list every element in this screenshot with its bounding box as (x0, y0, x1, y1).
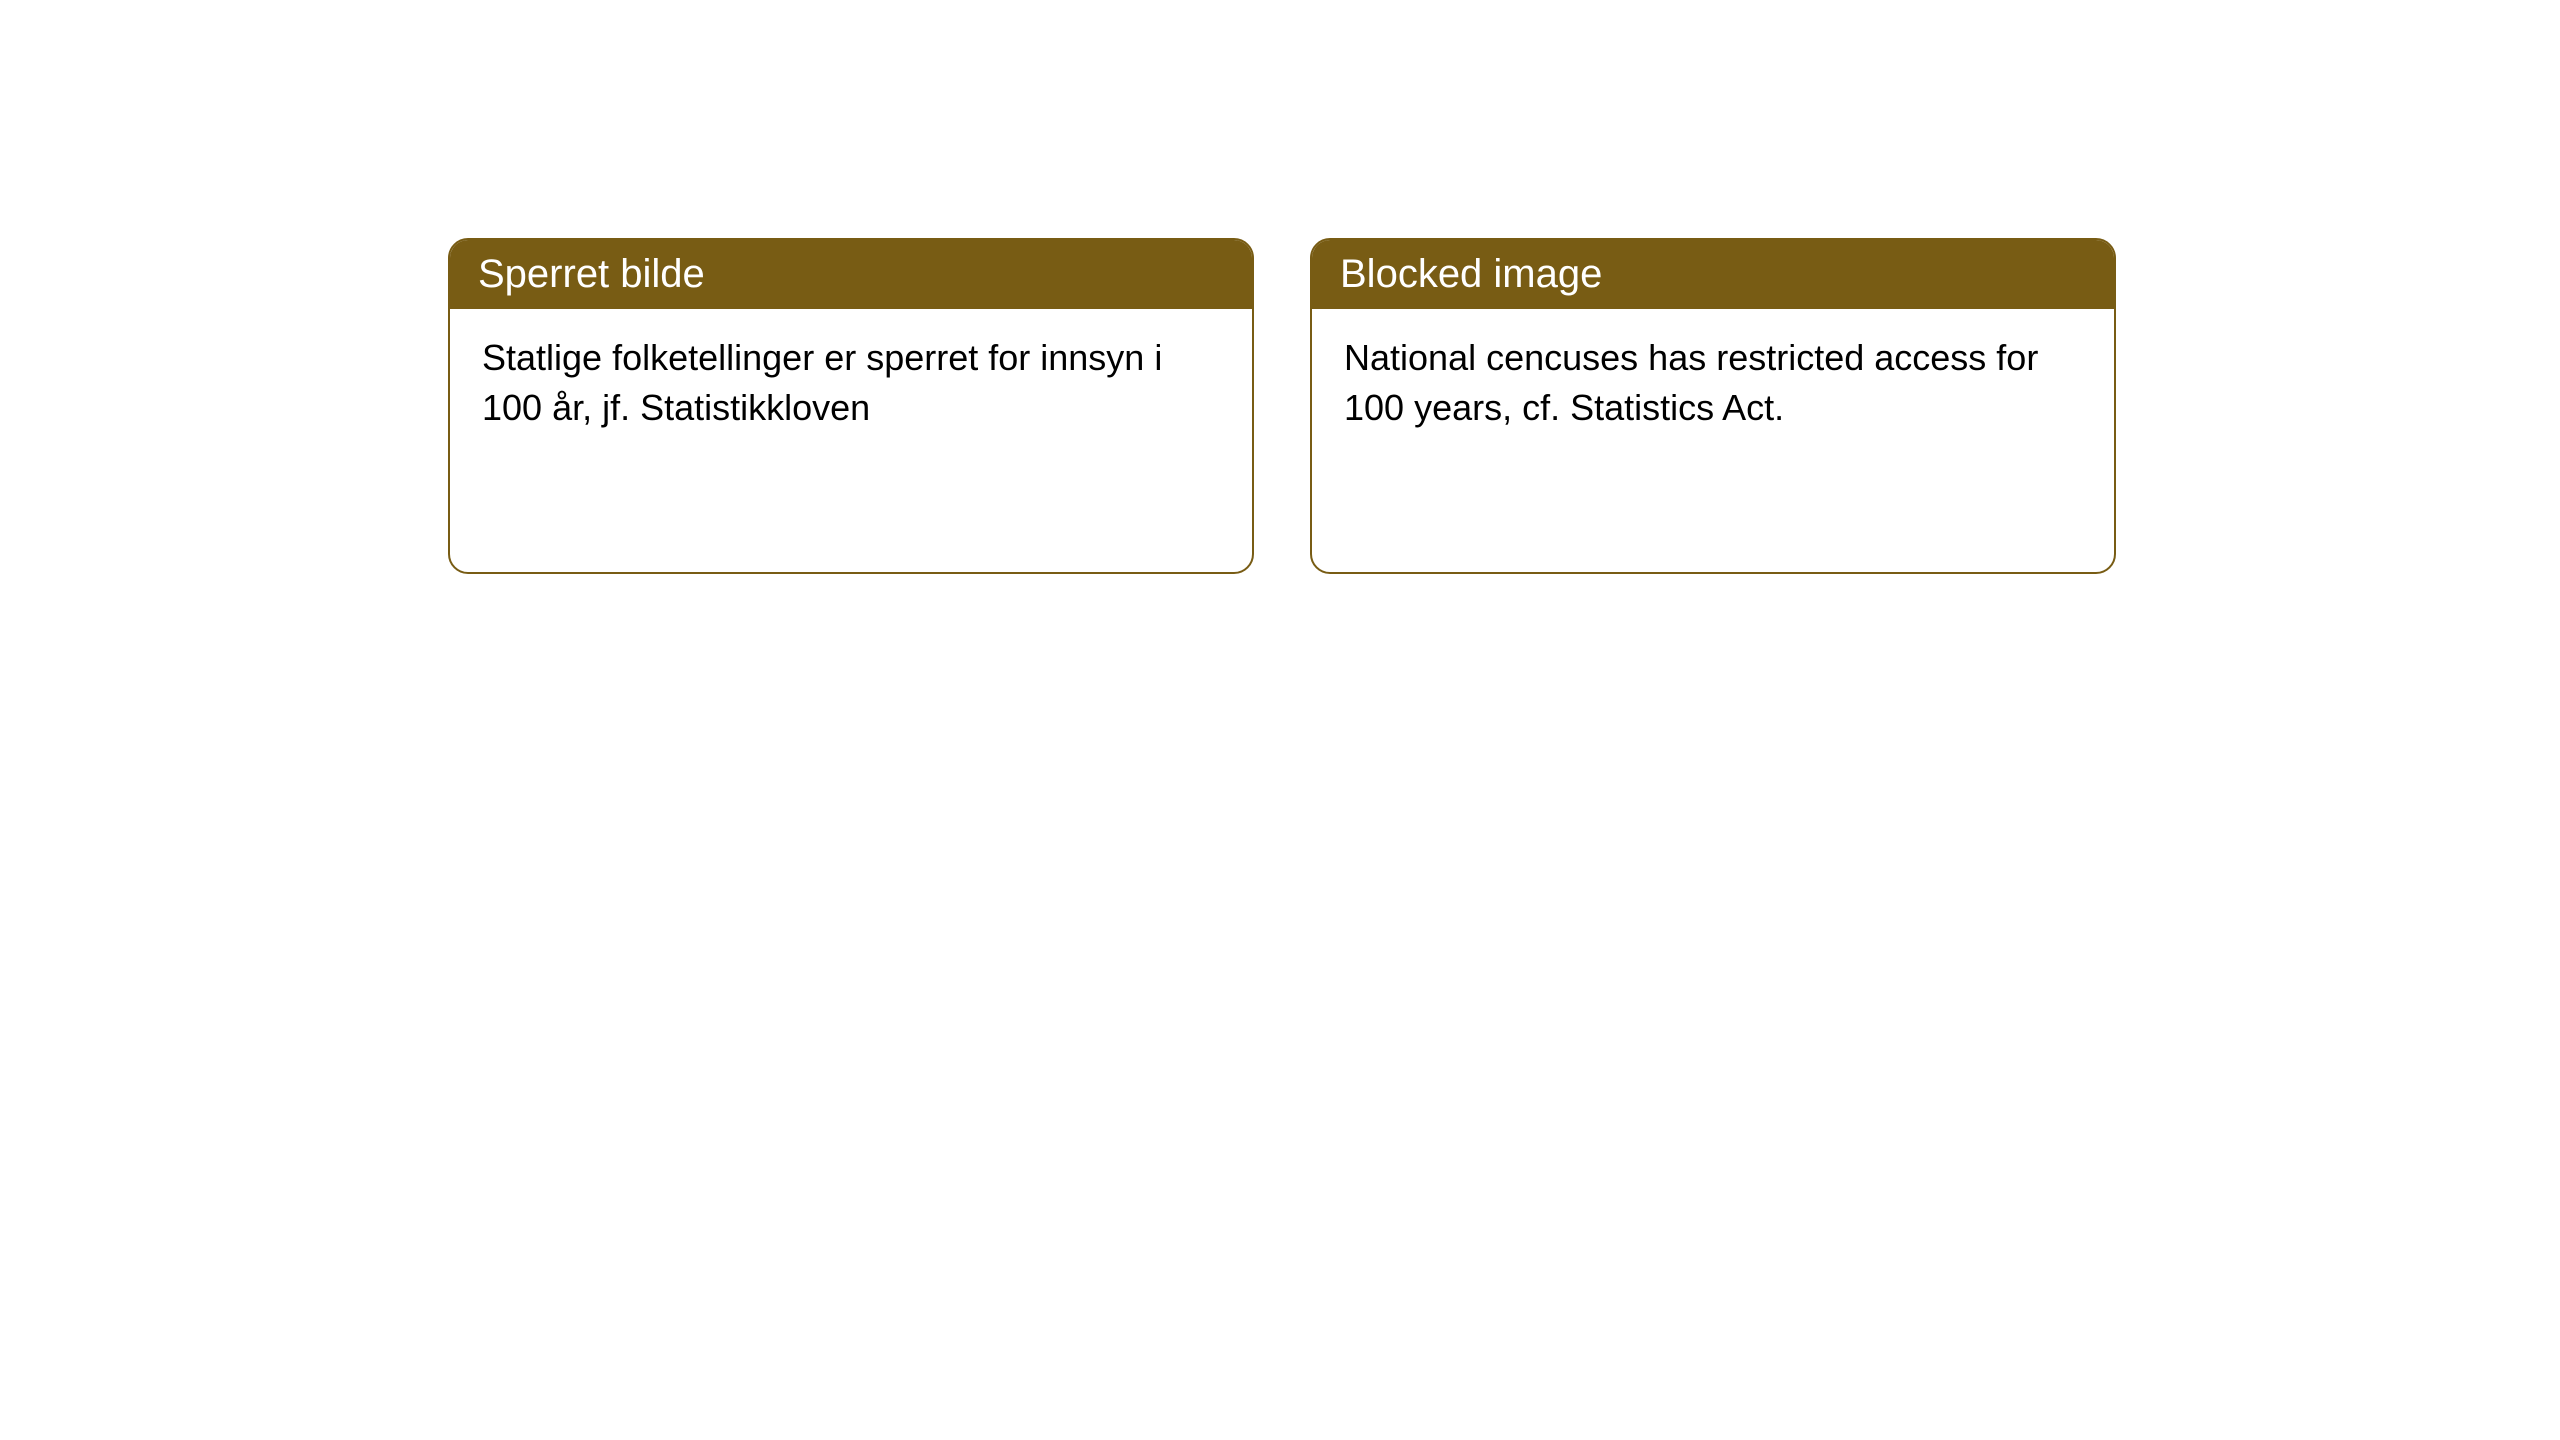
card-text: Statlige folketellinger er sperret for i… (482, 337, 1162, 428)
card-title: Blocked image (1340, 252, 1602, 296)
card-title: Sperret bilde (478, 252, 705, 296)
card-text: National cencuses has restricted access … (1344, 337, 2038, 428)
card-header-english: Blocked image (1312, 240, 2114, 309)
restricted-notice-norwegian: Sperret bilde Statlige folketellinger er… (448, 238, 1254, 574)
card-body-english: National cencuses has restricted access … (1312, 309, 2114, 458)
card-body-norwegian: Statlige folketellinger er sperret for i… (450, 309, 1252, 458)
cards-container: Sperret bilde Statlige folketellinger er… (0, 0, 2560, 574)
card-header-norwegian: Sperret bilde (450, 240, 1252, 309)
restricted-notice-english: Blocked image National cencuses has rest… (1310, 238, 2116, 574)
